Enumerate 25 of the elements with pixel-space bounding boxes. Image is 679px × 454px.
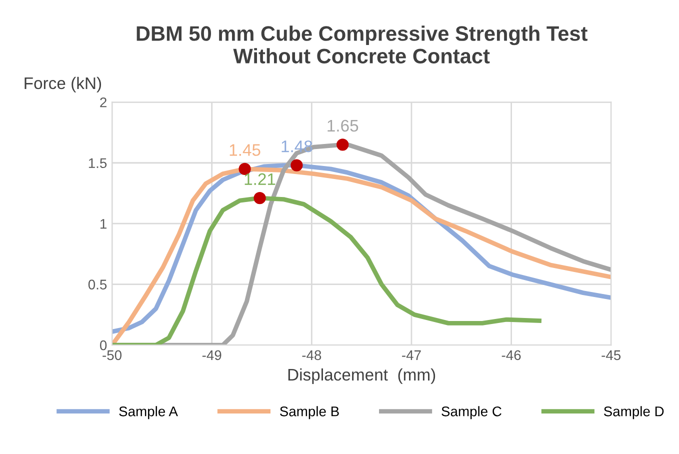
x-axis-title: Displacement (mm): [288, 368, 436, 384]
y-tick-label: 0: [100, 340, 107, 350]
data-label: 1.21: [244, 173, 276, 185]
chart-title: DBM 50 mm Cube Compressive Strength Test Without Concrete Contact: [136, 26, 588, 64]
y-axis-title: Force (kN): [24, 76, 102, 92]
legend-label: Sample A: [119, 406, 178, 420]
legend-label: Sample D: [604, 406, 664, 420]
point: [290, 159, 303, 172]
y-tick-label: 1.5: [88, 158, 107, 168]
x-tick-label: -50: [102, 350, 122, 360]
data-label: 1.45: [230, 144, 260, 156]
data-label: 1.65: [328, 120, 358, 132]
y-tick-label: 1: [100, 219, 106, 229]
point: [254, 192, 266, 204]
x-tick-label: -48: [302, 350, 322, 360]
point: [336, 138, 349, 151]
y-tick-label: 2: [100, 97, 106, 108]
legend-label: Sample C: [442, 406, 502, 420]
x-tick-label: -49: [202, 350, 222, 360]
data-label: 1.48: [282, 140, 312, 152]
x-tick-label: -46: [502, 350, 521, 360]
x-tick-label: -45: [602, 350, 621, 360]
legend-label: Sample B: [280, 406, 339, 420]
y-tick-label: 0.5: [88, 280, 107, 290]
x-tick-label: -47: [402, 350, 421, 360]
